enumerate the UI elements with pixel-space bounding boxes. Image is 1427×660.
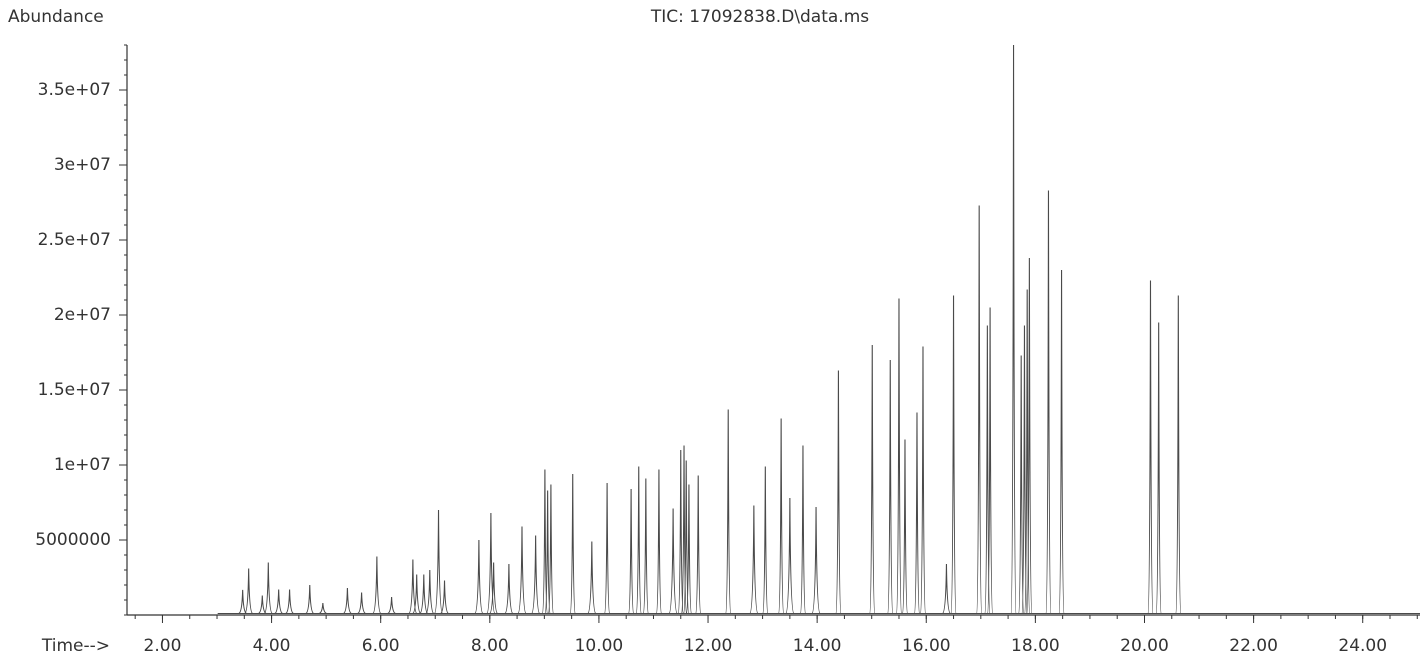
peak <box>895 298 903 615</box>
peak <box>489 562 499 615</box>
peak <box>343 587 352 615</box>
y-tick-label: 1e+07 <box>54 455 111 475</box>
chart-title: TIC: 17092838.D\data.ms <box>650 7 869 27</box>
peak <box>635 466 642 615</box>
x-tick-label: 22.00 <box>1229 636 1278 656</box>
x-tick-label: 10.00 <box>575 636 624 656</box>
x-tick-label: 18.00 <box>1011 636 1060 656</box>
x-tick-label: 20.00 <box>1120 636 1169 656</box>
y-tick-label: 5000000 <box>35 530 111 550</box>
x-tick-label: 4.00 <box>253 636 291 656</box>
peak <box>901 439 909 615</box>
peak <box>419 574 429 615</box>
peak <box>941 563 951 615</box>
y-tick-label: 3.5e+07 <box>38 80 111 100</box>
x-tick-label: 2.00 <box>144 636 182 656</box>
peak <box>913 412 921 615</box>
peak <box>531 535 541 615</box>
y-tick-label: 2.5e+07 <box>38 230 111 250</box>
peak <box>263 562 273 615</box>
peak <box>785 497 795 615</box>
peak <box>685 484 692 615</box>
peak <box>749 505 759 615</box>
peak <box>680 445 688 615</box>
peak <box>1026 257 1033 615</box>
peak <box>1058 269 1065 615</box>
peak <box>1024 289 1031 615</box>
peak <box>655 469 662 615</box>
peak <box>668 508 678 615</box>
peak <box>987 307 994 615</box>
peak <box>811 506 821 615</box>
x-axis-label: Time--> <box>41 636 110 656</box>
peak <box>408 559 418 615</box>
peak <box>1147 280 1154 615</box>
peak <box>238 589 247 615</box>
peak <box>642 478 649 615</box>
y-tick-label: 1.5e+07 <box>38 380 111 400</box>
x-tick-label: 16.00 <box>902 636 951 656</box>
peak <box>1175 295 1182 615</box>
x-tick-label: 14.00 <box>793 636 842 656</box>
y-tick-label: 3e+07 <box>54 155 111 175</box>
peak <box>357 592 366 615</box>
peak <box>835 370 842 615</box>
x-tick-label: 8.00 <box>471 636 509 656</box>
peak <box>628 488 635 615</box>
peak <box>1155 322 1162 615</box>
peak <box>976 205 983 615</box>
peak <box>762 466 769 615</box>
peak <box>274 589 283 615</box>
peak <box>305 584 315 615</box>
peak <box>1045 190 1052 615</box>
x-tick-label: 6.00 <box>362 636 400 656</box>
peak <box>433 509 444 615</box>
peak <box>372 556 382 615</box>
peak <box>950 295 957 615</box>
peak <box>425 569 435 615</box>
x-tick-label: 24.00 <box>1338 636 1387 656</box>
peak <box>285 589 294 615</box>
peak <box>517 526 527 615</box>
peak <box>587 541 597 615</box>
peak <box>778 418 785 615</box>
peak <box>569 473 576 615</box>
peak <box>318 602 328 615</box>
peak <box>869 344 876 615</box>
peak <box>440 580 449 615</box>
peak <box>604 482 611 615</box>
peak <box>486 512 496 615</box>
peak <box>244 568 254 615</box>
peak <box>695 475 702 615</box>
peak <box>412 574 422 615</box>
peak <box>799 445 807 615</box>
peak <box>504 563 514 615</box>
peak <box>1010 44 1017 615</box>
peak <box>725 409 732 615</box>
y-axis-label: Abundance <box>8 7 104 27</box>
x-tick-label: 12.00 <box>684 636 733 656</box>
peak <box>887 359 894 615</box>
peak <box>258 595 267 615</box>
peak <box>547 484 554 615</box>
peak <box>387 596 396 615</box>
y-tick-label: 2e+07 <box>54 305 111 325</box>
peak <box>919 346 927 615</box>
peak <box>474 539 484 615</box>
